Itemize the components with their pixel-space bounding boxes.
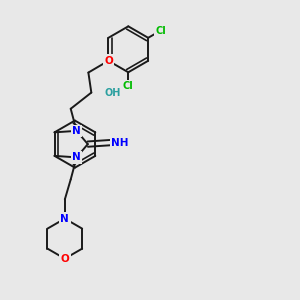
- Text: O: O: [60, 254, 69, 264]
- Text: O: O: [104, 56, 113, 66]
- Text: N: N: [72, 126, 81, 136]
- Text: OH: OH: [105, 88, 121, 98]
- Text: NH: NH: [111, 138, 129, 148]
- Text: N: N: [72, 152, 81, 162]
- Text: Cl: Cl: [155, 26, 166, 36]
- Text: Cl: Cl: [123, 81, 134, 92]
- Text: N: N: [60, 214, 69, 224]
